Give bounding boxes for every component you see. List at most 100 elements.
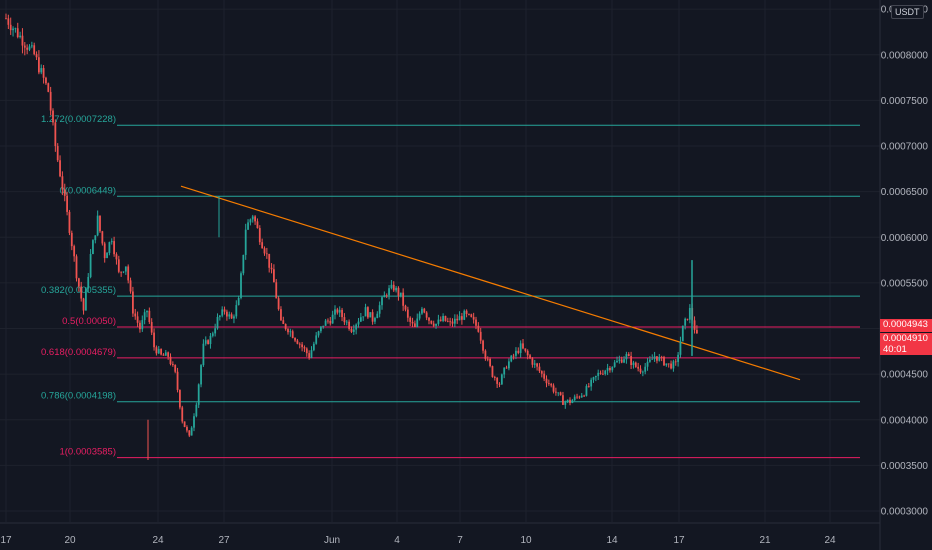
candle-body — [399, 292, 402, 296]
candle-body — [388, 288, 390, 296]
candle-body — [146, 310, 148, 313]
candle-body — [383, 295, 386, 298]
candle-body — [470, 314, 473, 317]
candle-body — [660, 356, 663, 358]
candle-body — [19, 35, 21, 38]
candle-body — [486, 358, 489, 360]
candle-body — [336, 309, 339, 313]
candle-body — [30, 45, 33, 47]
candle-body — [181, 407, 184, 422]
candle-body — [604, 370, 607, 375]
candle-body — [338, 309, 341, 313]
candle-body — [576, 396, 578, 398]
candle-body — [627, 354, 630, 357]
x-tick-label: 14 — [606, 535, 618, 546]
fib-level-label: 0(0.0006449) — [59, 185, 116, 196]
candle-body — [89, 253, 92, 277]
candle-body — [369, 312, 372, 318]
price-axis: 0.00085000.00080000.00075000.00070000.00… — [881, 5, 929, 518]
candle-body — [263, 248, 266, 254]
current-price-value: 0.0004910 — [883, 333, 928, 344]
current-price-tag: 0.0004910 40:01 — [880, 333, 932, 355]
candle-body — [585, 386, 588, 396]
candle-body — [571, 400, 574, 403]
candle-body — [432, 323, 435, 326]
candle-body — [99, 215, 101, 232]
y-tick-label: 0.0005500 — [881, 278, 929, 289]
y-tick-label: 0.0006500 — [881, 187, 929, 198]
candle-body — [435, 323, 437, 326]
candle-body — [442, 315, 444, 321]
candle-body — [397, 287, 400, 296]
candle-body — [298, 343, 301, 345]
candle-body — [26, 47, 29, 50]
candle-body — [341, 309, 343, 318]
candle-body — [5, 18, 7, 20]
x-tick-label: 24 — [152, 535, 164, 546]
candle-body — [623, 359, 625, 363]
candle-body — [477, 325, 480, 332]
candle-body — [202, 343, 205, 366]
candle-body — [179, 389, 181, 408]
candle-body — [688, 307, 691, 320]
currency-label[interactable]: USDT — [891, 5, 924, 19]
candle-body — [331, 314, 334, 324]
candle-body — [439, 319, 442, 321]
candle-body — [226, 311, 228, 317]
candle-body — [115, 254, 118, 260]
candle-body — [538, 366, 541, 372]
candle-body — [28, 46, 31, 50]
candle-body — [395, 287, 397, 291]
candle-body — [641, 371, 644, 373]
candle-body — [658, 356, 661, 361]
candle-body — [479, 331, 482, 341]
candle-body — [491, 366, 494, 377]
candle-body — [498, 383, 501, 385]
candle-body — [653, 356, 656, 359]
candle-body — [446, 321, 449, 322]
candle-body — [230, 314, 233, 319]
candle-body — [12, 28, 14, 31]
candle-body — [117, 259, 120, 272]
candle-body — [228, 314, 231, 317]
candle-body — [500, 374, 503, 385]
candle-body — [195, 404, 198, 417]
candle-body — [611, 366, 614, 371]
candle-body — [49, 91, 52, 111]
candle-body — [305, 348, 308, 354]
candle-body — [515, 350, 517, 356]
descending-trendline[interactable] — [180, 185, 801, 381]
candle-body — [94, 235, 97, 241]
candle-body — [186, 426, 188, 431]
x-tick-label: 24 — [824, 535, 836, 546]
candle-body — [679, 341, 682, 355]
candle-body — [526, 350, 529, 356]
candle-body — [602, 373, 604, 375]
candle-body — [303, 347, 306, 349]
x-tick-label: 20 — [64, 535, 76, 546]
candle-body — [270, 267, 273, 270]
candle-body — [312, 343, 315, 351]
candle-body — [569, 399, 571, 403]
candle-body — [547, 383, 550, 384]
candle-body — [122, 271, 125, 273]
candle-body — [45, 77, 47, 84]
candle-body — [562, 395, 564, 405]
candle-body — [14, 28, 17, 30]
candle-body — [592, 377, 595, 380]
candle-body — [357, 321, 360, 325]
y-tick-label: 0.0004000 — [881, 415, 929, 426]
candle-body — [566, 399, 569, 402]
candle-body — [56, 146, 59, 161]
candle-body — [681, 325, 684, 342]
candle-body — [42, 68, 45, 78]
candle-body — [599, 372, 602, 374]
candle-body — [33, 45, 36, 55]
candle-body — [345, 321, 348, 323]
fib-level-label: 0.5(0.00050) — [62, 316, 116, 327]
candle-body — [242, 254, 245, 274]
candle-body — [167, 352, 170, 357]
candle-body — [127, 266, 130, 281]
candle-body — [505, 367, 508, 369]
